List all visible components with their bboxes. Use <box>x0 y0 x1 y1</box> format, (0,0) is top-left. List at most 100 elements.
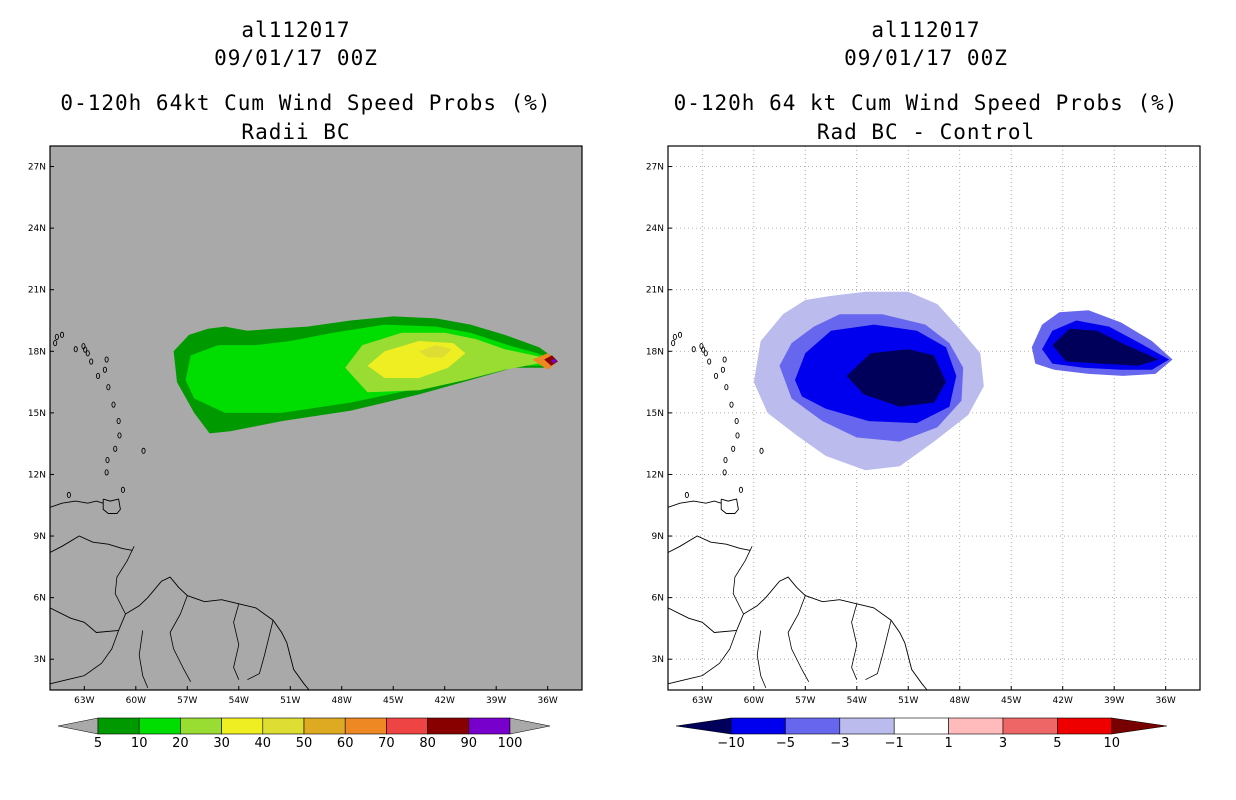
right-x-tick-label: 63W <box>692 696 712 706</box>
right-island-7 <box>677 331 683 338</box>
left-border-4 <box>138 630 149 689</box>
left-title-date: 09/01/17 00Z <box>214 46 378 70</box>
left-colorbar-over-triangle <box>509 717 551 735</box>
right-colorbar-swatch-2 <box>785 717 841 735</box>
right-border-5 <box>865 620 892 681</box>
left-colorbar-swatch-6 <box>344 717 387 735</box>
left-y-tick-label: 21N <box>28 286 46 296</box>
left-island-0 <box>102 366 107 373</box>
left-map-panel: 63W 60W 57W 54W 51W 48W 45W 42W 39W 36W 27N 24N 21N 1… <box>28 145 583 706</box>
left-colorbar-label-1: 10 <box>131 736 148 751</box>
right-plot-frame <box>667 145 1201 691</box>
left-colorbar-label-3: 30 <box>213 736 230 751</box>
right-coastline-0 <box>668 576 928 690</box>
left-x-tick-label: 57W <box>177 696 197 706</box>
left-colorbar: 5 10 20 30 40 50 60 70 80 90 100 <box>57 717 551 751</box>
left-island-3 <box>89 358 94 365</box>
left-island-20 <box>96 372 101 379</box>
right-colorbar-label-1: −5 <box>776 736 795 751</box>
right-y-tick-label: 9N <box>652 532 664 542</box>
right-colorbar: −10 −5 −3 −1 1 3 5 10 <box>675 717 1167 751</box>
left-colorbar-label-5: 50 <box>296 736 313 751</box>
left-island-17 <box>66 491 71 499</box>
right-island-2 <box>703 350 708 357</box>
left-colorbar-label-8: 80 <box>419 736 436 751</box>
left-colorbar-label-6: 60 <box>337 736 354 751</box>
right-y-tick-label: 27N <box>646 163 664 173</box>
left-island-8 <box>106 384 111 391</box>
left-y-tick-label: 27N <box>28 163 46 173</box>
left-y-tick-label: 3N <box>34 655 46 665</box>
left-coastline-3 <box>50 535 133 553</box>
left-island-5 <box>81 343 86 350</box>
right-island-3 <box>707 358 712 365</box>
right-border-0 <box>732 546 753 615</box>
left-island-10 <box>116 418 121 425</box>
left-island-9 <box>111 401 116 408</box>
left-plot-frame <box>49 145 583 691</box>
left-coastline-1 <box>50 500 104 508</box>
right-x-tick-label: 51W <box>898 696 918 706</box>
left-title-product: 0-120h 64kt Cum Wind Speed Probs (%) <box>60 91 552 115</box>
right-coastline-2 <box>720 498 739 514</box>
right-island-10 <box>734 418 739 425</box>
right-y-tick-label: 18N <box>646 347 664 357</box>
left-island-14 <box>104 469 109 476</box>
right-colorbar-label-2: −3 <box>830 736 849 751</box>
right-colorbar-swatch-5 <box>948 717 1004 735</box>
right-contour-neg10-6 <box>1052 328 1159 366</box>
right-colorbar-label-0: −10 <box>717 736 744 751</box>
left-colorbar-label-10: 100 <box>498 736 523 751</box>
right-contour-neg10-3 <box>846 349 946 407</box>
left-island-2 <box>85 350 90 357</box>
left-colorbar-label-9: 90 <box>461 736 478 751</box>
right-title-product: 0-120h 64 kt Cum Wind Speed Probs (%) <box>673 91 1179 115</box>
left-y-tick-label: 9N <box>34 532 46 542</box>
right-x-tick-label: 36W <box>1155 696 1175 706</box>
left-colorbar-label-7: 70 <box>378 736 395 751</box>
right-colorbar-over-triangle <box>1111 717 1167 735</box>
right-title-subtitle: Rad BC - Control <box>816 120 1036 144</box>
right-coastline-1 <box>668 500 722 508</box>
right-x-tick-label: 57W <box>795 696 815 706</box>
left-island-18 <box>54 333 59 340</box>
right-colorbar-label-6: 5 <box>1053 736 1061 751</box>
left-colorbar-label-4: 40 <box>255 736 272 751</box>
left-plot-background <box>50 146 582 690</box>
left-contour-80-6 <box>544 355 558 366</box>
right-y-tick-label: 24N <box>646 224 664 234</box>
left-colorbar-swatch-9 <box>468 717 511 735</box>
right-y-tick-label: 15N <box>646 409 664 419</box>
left-island-13 <box>105 457 110 464</box>
left-title-subtitle: Radii BC <box>241 120 351 144</box>
left-x-tick-label: 36W <box>537 696 557 706</box>
right-x-tick-label: 42W <box>1053 696 1073 706</box>
right-island-17 <box>684 491 689 499</box>
left-y-tick-label: 6N <box>34 594 46 604</box>
right-x-tick-label: 60W <box>744 696 764 706</box>
right-colorbar-label-5: 3 <box>999 736 1007 751</box>
left-y-tick-label: 18N <box>28 347 46 357</box>
right-colorbar-swatch-3 <box>839 717 895 735</box>
left-x-tick-label: 45W <box>383 696 403 706</box>
right-island-5 <box>699 343 704 350</box>
right-border-4 <box>756 630 767 689</box>
right-colorbar-under-triangle <box>675 717 732 735</box>
left-island-6 <box>53 340 58 347</box>
left-colorbar-swatch-1 <box>138 717 181 735</box>
right-colorbar-label-7: 10 <box>1104 736 1121 751</box>
right-border-1 <box>787 595 810 682</box>
right-island-13 <box>723 457 728 464</box>
left-x-tick-label: 63W <box>74 696 94 706</box>
left-colorbar-swatch-7 <box>386 717 428 735</box>
right-island-16 <box>738 486 743 493</box>
left-coastline-0 <box>50 576 310 690</box>
left-x-tick-label: 60W <box>126 696 146 706</box>
left-border-5 <box>247 620 274 681</box>
right-island-20 <box>714 372 719 379</box>
right-island-0 <box>720 366 725 373</box>
right-colorbar-label-3: −1 <box>885 736 904 751</box>
right-coastline-3 <box>668 535 751 553</box>
right-island-11 <box>735 432 740 439</box>
